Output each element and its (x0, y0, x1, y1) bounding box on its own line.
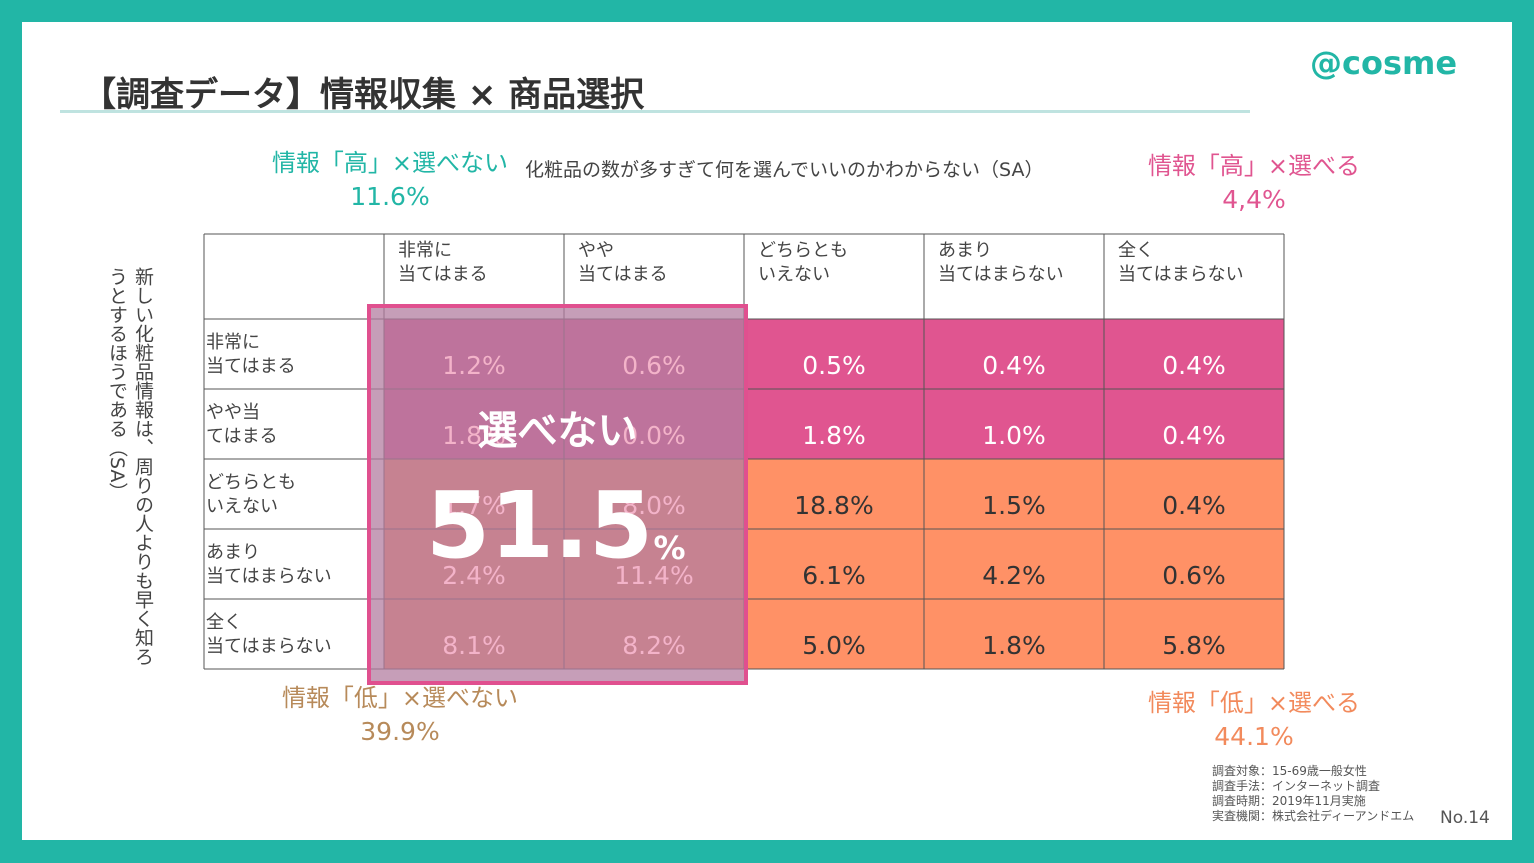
row-label: いえない (206, 496, 278, 517)
matrix-cell (924, 529, 1104, 599)
cosme-logo: @cosme (1310, 44, 1458, 82)
cell-value: 2.4% (442, 561, 506, 590)
matrix-cell (924, 459, 1104, 529)
survey-note: 調査対象：15-69歳一般女性 調査手法：インターネット調査 調査時期：2019… (1212, 764, 1414, 824)
cell-value: 0.4% (1162, 351, 1226, 380)
row-label: 当てはまる (206, 356, 296, 377)
row-label: 当てはまらない (206, 566, 332, 587)
quadrant-label: 情報「低」×選べない (281, 684, 519, 712)
cell-value: 8.1% (442, 631, 506, 660)
matrix-cell (1104, 319, 1284, 389)
column-header: 当てはまらない (1118, 264, 1244, 285)
cell-value: 6.1% (802, 561, 866, 590)
column-header: あまり (938, 240, 992, 261)
matrix-cell (744, 529, 924, 599)
note-line: 実査機関：株式会社ディーアンドエム (1212, 809, 1415, 823)
cell-value: 5.0% (802, 631, 866, 660)
matrix-cell (924, 599, 1104, 669)
column-header: どちらとも (758, 240, 848, 261)
matrix-cell (1104, 389, 1284, 459)
cell-value: 11.4% (614, 561, 693, 590)
page-title: 【調査データ】情報収集 × 商品選択 (82, 75, 645, 115)
quadrant-value: 39.9% (360, 717, 440, 746)
matrix-cell (1104, 529, 1284, 599)
column-header: 非常に (398, 240, 452, 261)
highlight-value: 51.5 (426, 472, 653, 579)
column-header: 全く (1118, 240, 1154, 261)
cell-value: 4.2% (982, 561, 1046, 590)
page-number: No.14 (1440, 808, 1490, 828)
column-header: 当てはまらない (938, 264, 1064, 285)
matrix-cell (924, 389, 1104, 459)
quadrant-value: 11.6% (350, 182, 430, 211)
title-divider (60, 110, 1250, 113)
cell-value: 8.2% (622, 631, 686, 660)
quadrant-value: 4,4% (1222, 185, 1286, 214)
matrix-cell (1104, 459, 1284, 529)
cell-value: 1.7% (442, 491, 506, 520)
column-header: やや (578, 240, 614, 261)
matrix-cell (744, 389, 924, 459)
matrix-cell (924, 319, 1104, 389)
quadrant-value: 44.1% (1214, 722, 1294, 751)
cell-value: 0.6% (1162, 561, 1226, 590)
quadrant-label: 情報「高」×選べる (1147, 152, 1361, 180)
matrix-cell (1104, 599, 1284, 669)
quadrant-low-can: 情報「低」×選べる 44.1% (1134, 687, 1374, 755)
cell-value: 1.0% (982, 421, 1046, 450)
matrix-cell (744, 599, 924, 669)
matrix-cell (744, 319, 924, 389)
cell-value: 1.5% (982, 491, 1046, 520)
quadrant-high-can: 情報「高」×選べる 4,4% (1134, 150, 1374, 218)
cell-value: 0.0% (622, 421, 686, 450)
row-label: あまり (206, 542, 260, 563)
row-label: 当てはまらない (206, 636, 332, 657)
row-label: 全く (206, 612, 242, 633)
column-header: 当てはまる (398, 264, 488, 285)
highlight-label: 選べない (478, 408, 638, 454)
row-label: てはまる (206, 426, 278, 447)
cell-value: 1.8% (982, 631, 1046, 660)
note-line: 調査対象：15-69歳一般女性 (1212, 764, 1367, 778)
cross-tab-matrix: 非常に当てはまるやや当てはまるどちらともいえないあまり当てはまらない全く当てはま… (203, 233, 1285, 685)
column-question: 化粧品の数が多すぎて何を選んでいいのかわからない（SA） (525, 159, 1044, 181)
cell-value: 0.4% (982, 351, 1046, 380)
quadrant-label: 情報「高」×選べない (271, 149, 509, 177)
quadrant-low-cant: 情報「低」×選べない 39.9% (260, 682, 540, 750)
slide: 【調査データ】情報収集 × 商品選択 @cosme 情報「高」×選べない 11.… (22, 22, 1512, 840)
row-label: 非常に (206, 332, 260, 353)
quadrant-high-cant: 情報「高」×選べない 11.6% (250, 147, 530, 215)
column-header: いえない (758, 264, 830, 285)
cell-value: 8.0% (622, 491, 686, 520)
cell-value: 1.2% (442, 351, 506, 380)
highlight-unit: % (653, 529, 685, 567)
cell-value: 1.8% (442, 421, 506, 450)
quadrant-label: 情報「低」×選べる (1147, 689, 1361, 717)
note-line: 調査手法：インターネット調査 (1212, 779, 1381, 793)
cell-value: 0.4% (1162, 491, 1226, 520)
column-header: 当てはまる (578, 264, 668, 285)
row-question: 新しい化粧品情報は、周りの人よりも早く知ろうとするほうである（SA） (106, 267, 154, 666)
cell-value: 0.6% (622, 351, 686, 380)
cell-value: 0.4% (1162, 421, 1226, 450)
cell-value: 18.8% (794, 491, 873, 520)
highlight-fill (369, 306, 746, 683)
highlight-border (367, 304, 748, 685)
cell-value: 0.5% (802, 351, 866, 380)
cell-value: 5.8% (1162, 631, 1226, 660)
matrix-cell (744, 459, 924, 529)
note-line: 調査時期：2019年11月実施 (1212, 794, 1366, 808)
row-label: どちらとも (206, 472, 296, 493)
row-label: やや当 (206, 402, 260, 423)
cell-value: 1.8% (802, 421, 866, 450)
